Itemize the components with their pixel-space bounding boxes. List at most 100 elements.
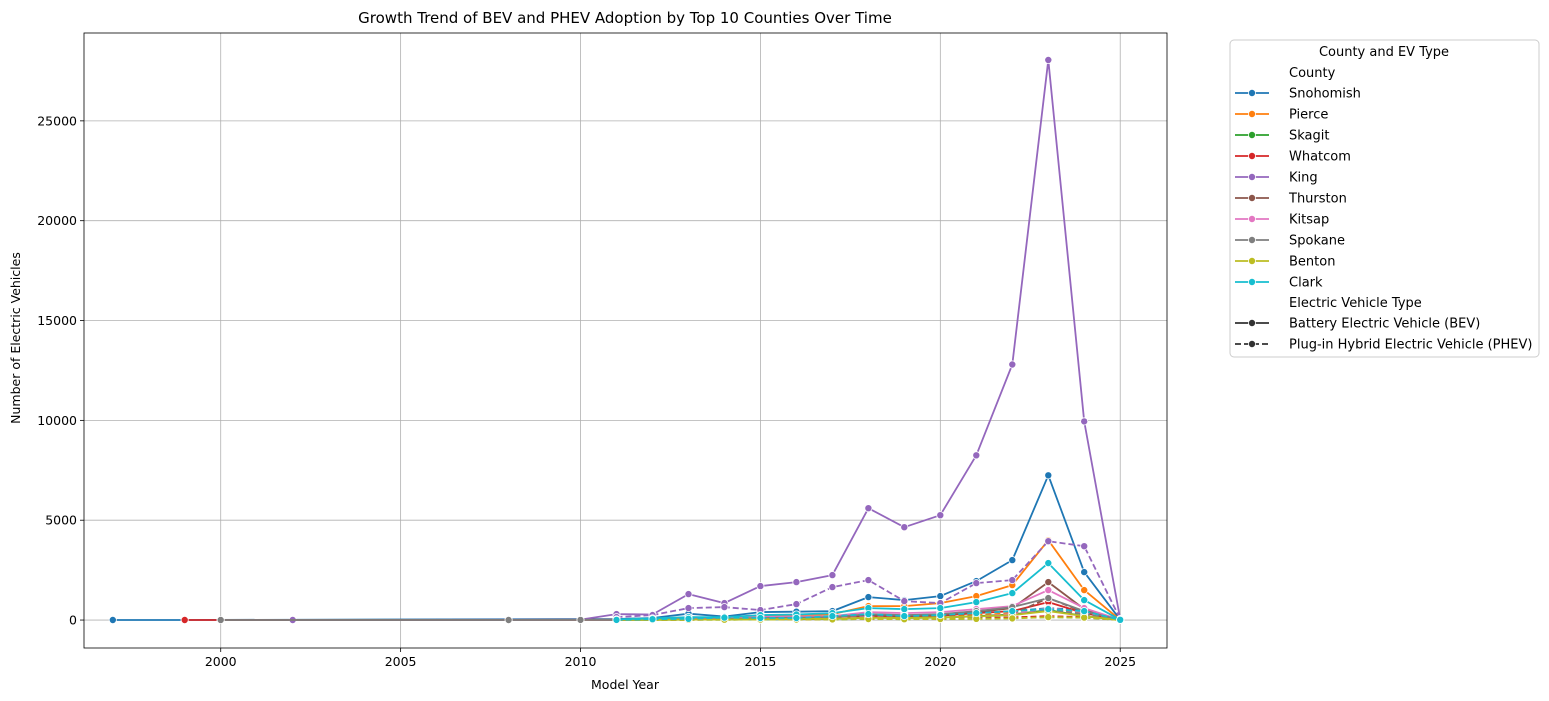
series-layer	[108, 56, 1125, 625]
legend-marker	[1248, 151, 1257, 160]
data-point-king-phev	[864, 576, 873, 585]
legend-label: Kitsap	[1289, 213, 1329, 228]
legend-marker	[1248, 256, 1257, 265]
series-line-benton-phev	[616, 616, 1121, 621]
data-point-clark-phev	[1116, 615, 1125, 624]
x-axis-label: Model Year	[591, 677, 660, 692]
data-point-king-phev	[972, 579, 981, 588]
data-point-king-bev	[1008, 360, 1017, 369]
legend-entry-thurston: Thurston	[1235, 192, 1347, 207]
data-point-clark-bev	[1044, 559, 1053, 568]
data-point-king-phev	[720, 603, 729, 612]
data-point-snohomish-bev	[864, 593, 873, 602]
legend-marker	[1248, 318, 1257, 327]
legend-entry-skagit: Skagit	[1235, 129, 1329, 144]
data-point-spokane-bev	[1044, 594, 1053, 603]
data-point-clark-bev	[936, 604, 945, 613]
data-point-king-phev	[684, 604, 693, 613]
legend-entry-kitsap: Kitsap	[1235, 213, 1329, 228]
data-point-snohomish-bev	[1008, 556, 1017, 565]
series-king-bev	[288, 56, 1125, 625]
legend-marker	[1248, 214, 1257, 223]
legend-entry-snohomish: Snohomish	[1235, 87, 1361, 102]
legend-label: Clark	[1289, 276, 1323, 291]
data-point-clark-phev	[1080, 607, 1089, 616]
legend-entry-king: King	[1235, 171, 1318, 186]
legend-label: Benton	[1289, 255, 1335, 270]
legend-title: County and EV Type	[1319, 45, 1449, 60]
data-point-clark-bev	[1080, 596, 1089, 605]
legend-label: King	[1289, 171, 1318, 186]
data-point-clark-phev	[720, 613, 729, 622]
legend-marker	[1248, 193, 1257, 202]
data-point-king-bev	[864, 504, 873, 513]
data-point-spokane-bev	[576, 615, 585, 624]
x-axis-ticks: 2000 2005 2010 2015 2020 2025	[205, 648, 1136, 669]
data-point-kitsap-bev	[1044, 586, 1053, 595]
y-axis-label: Number of Electric Vehicles	[8, 252, 23, 424]
data-point-clark-phev	[900, 612, 909, 621]
legend-marker	[1248, 110, 1257, 119]
legend-label: Battery Electric Vehicle (BEV)	[1289, 317, 1480, 332]
legend-label: Whatcom	[1289, 150, 1351, 165]
data-point-clark-bev	[900, 605, 909, 614]
legend-entry-type-1: Plug-in Hybrid Electric Vehicle (PHEV)	[1235, 338, 1532, 353]
data-point-king-bev	[756, 582, 765, 591]
data-point-clark-phev	[1008, 607, 1017, 616]
legend-marker	[1248, 235, 1257, 244]
y-tick-label: 25000	[37, 113, 77, 128]
series-line-spokane-bev	[220, 597, 1121, 621]
data-point-king-bev	[684, 590, 693, 599]
data-point-clark-phev	[828, 612, 837, 621]
legend-type-entries: Battery Electric Vehicle (BEV) Plug-in Hy…	[1235, 317, 1532, 353]
data-point-king-bev	[900, 523, 909, 532]
y-tick-label: 10000	[37, 413, 77, 428]
legend-label: Skagit	[1289, 129, 1329, 144]
legend-county-header: County	[1289, 66, 1336, 81]
data-point-snohomish-bev	[1044, 471, 1053, 480]
legend-label: Spokane	[1289, 234, 1345, 249]
y-tick-label: 5000	[45, 513, 77, 528]
legend-marker	[1248, 130, 1257, 139]
data-point-snohomish-bev	[108, 616, 117, 625]
data-point-clark-phev	[756, 614, 765, 623]
x-tick-label: 2000	[205, 654, 237, 669]
x-tick-label: 2010	[565, 654, 597, 669]
gridlines	[84, 33, 1167, 648]
y-tick-label: 20000	[37, 213, 77, 228]
legend-type-header: Electric Vehicle Type	[1289, 296, 1422, 311]
data-point-whatcom-bev	[180, 616, 189, 625]
data-point-clark-phev	[864, 610, 873, 619]
legend-entry-clark: Clark	[1235, 276, 1323, 291]
data-point-snohomish-bev	[1080, 568, 1089, 577]
data-point-clark-phev	[612, 615, 621, 624]
data-point-clark-bev	[972, 598, 981, 607]
data-point-thurston-bev	[1044, 578, 1053, 587]
data-point-king-bev	[828, 571, 837, 580]
legend-label: Thurston	[1288, 192, 1347, 207]
series-clark-phev	[612, 605, 1125, 624]
data-point-pierce-bev	[1080, 586, 1089, 595]
x-tick-label: 2025	[1104, 654, 1136, 669]
legend-marker	[1248, 89, 1257, 98]
data-point-king-bev	[1080, 417, 1089, 426]
legend-entry-benton: Benton	[1235, 255, 1335, 270]
data-point-king-bev	[972, 451, 981, 460]
legend-label: Pierce	[1289, 108, 1328, 123]
legend-entry-type-0: Battery Electric Vehicle (BEV)	[1235, 317, 1480, 332]
legend-label: Plug-in Hybrid Electric Vehicle (PHEV)	[1289, 338, 1532, 353]
data-point-king-phev	[900, 597, 909, 606]
x-tick-label: 2020	[924, 654, 956, 669]
legend-county-entries: Snohomish Pierce Skagit Whatcom King Thurston…	[1235, 87, 1361, 291]
legend-box	[1229, 39, 1540, 358]
data-point-clark-phev	[684, 614, 693, 623]
legend-entry-spokane: Spokane	[1235, 234, 1345, 249]
plot-frame	[83, 32, 1168, 649]
legend: County and EV Type County Snohomish Pierc…	[1229, 39, 1540, 358]
data-point-benton-phev	[1008, 614, 1017, 623]
series-line-king-bev	[292, 59, 1122, 621]
data-point-clark-phev	[972, 609, 981, 618]
data-point-king-phev	[1008, 576, 1017, 585]
data-point-king-phev	[828, 583, 837, 592]
